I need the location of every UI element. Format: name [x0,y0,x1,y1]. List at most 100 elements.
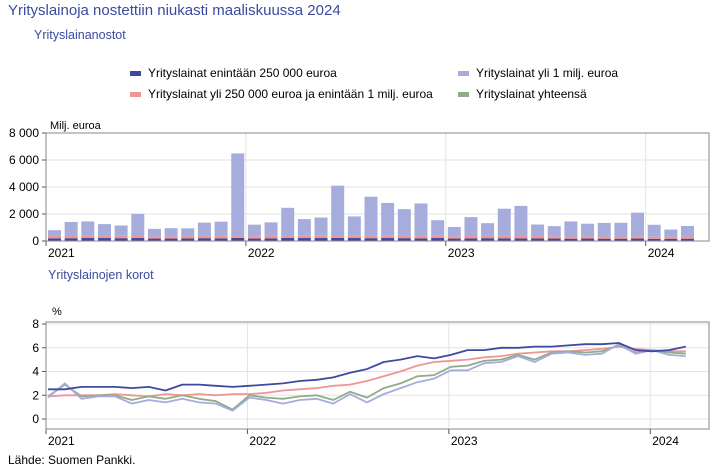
bar-segment [464,217,478,237]
legend-label-total: Yrityslainat yhteensä [476,87,587,101]
bar-segment [297,238,311,241]
x-tick-label: 2024 [652,434,679,448]
bar-segment [164,228,178,237]
bar-segment [631,236,645,239]
bar-segment [581,236,595,239]
bar-segment [131,235,145,239]
bar-segment [681,238,695,241]
bar-segment [547,226,561,237]
x-tick-label: 2021 [48,246,75,260]
bar-segment [64,235,78,239]
bar-segment [81,221,95,236]
bar-segment [231,235,245,238]
bar-segment [364,235,378,239]
y-tick-label: 0 [32,412,39,426]
bar-segment [281,207,295,236]
y-tick-label: 2 [32,388,39,402]
bar-segment [164,236,178,239]
bar-segment [597,236,611,239]
legend-swatch-medium [130,91,141,97]
bar-segment [514,238,528,241]
bar-segment [531,238,545,241]
page-title: Yrityslainoja nostettiin niukasti maalis… [8,2,341,19]
bar-segment [197,235,211,239]
bar-segment [647,236,661,239]
legend-label-medium: Yrityslainat yli 250 000 euroa ja enintä… [148,87,433,101]
bar-segment [664,238,678,241]
bar-segment [331,235,345,238]
bar-segment [547,236,561,239]
bar-segment [297,219,311,236]
bar-segment [147,228,161,237]
bar-segment [331,185,345,236]
bar-segment [247,238,261,241]
line-series [47,345,686,398]
bar-segment [48,230,61,236]
bar-segment [381,235,395,239]
bar-segment [264,235,278,239]
bar-segment [347,216,361,236]
bar-segment [497,208,511,236]
bar-segment [147,238,161,241]
x-tick-label: 2021 [48,434,75,448]
y-tick-label: 8 [32,317,39,331]
bar-segment [514,205,528,237]
bar-segment [631,238,645,241]
bar-segment [631,212,645,237]
bar-segment [564,221,578,237]
bar-segment [564,238,578,241]
bar-segment [114,235,128,239]
bar-segment [447,236,461,239]
bar-segment [164,238,178,241]
bar-segment [597,222,611,237]
y-tick-label: 8 000 [9,126,39,140]
bar-segment [414,235,428,239]
y-tick-label: 4 [32,365,39,379]
bar-segment [97,238,111,241]
bar-segment [181,238,195,241]
bar-segment [181,235,195,239]
bar-segment [647,238,661,241]
line-chart-unit: % [52,306,62,318]
x-tick-label: 2023 [448,246,475,260]
bar-segment [64,221,78,236]
bar-segment [214,221,228,236]
bar-segment [264,238,278,241]
y-tick-label: 6 [32,341,39,355]
bar-segment [614,222,628,237]
bar-segment [114,238,128,241]
bar-segment [247,236,261,239]
bar-segment [447,238,461,241]
bar-segment [97,235,111,239]
bar-segment [231,153,245,236]
y-tick-label: 4 000 [9,180,39,194]
bar-segment [397,235,411,239]
bar-segment [81,238,95,241]
legend-label-small: Yrityslainat enintään 250 000 euroa [148,66,337,80]
source-note: Lähde: Suomen Pankki. [8,453,136,467]
bar-segment [597,238,611,241]
bar-segment [297,235,311,239]
bar-segment [681,236,695,239]
bar-segment [664,229,678,237]
legend-item-medium: Yrityslainat yli 250 000 euroa ja enintä… [130,87,433,101]
legend-swatch-large [458,70,469,76]
x-tick-label: 2023 [451,434,478,448]
bar-segment [431,235,445,239]
bar-segment [497,238,511,241]
y-tick-label: 0 [32,234,39,248]
bar-segment [81,235,95,239]
bar-segment [414,203,428,236]
bar-segment [181,228,195,236]
bar-segment [614,236,628,239]
bar-segment [381,238,395,241]
y-tick-label: 2 000 [9,207,39,221]
bar-segment [131,213,145,236]
bar-segment [247,224,261,237]
legend-label-large: Yrityslainat yli 1 milj. euroa [476,66,619,80]
bar-segment [314,235,328,239]
bar-segment [547,238,561,241]
bar-segment [414,238,428,241]
bar-segment [331,237,345,241]
